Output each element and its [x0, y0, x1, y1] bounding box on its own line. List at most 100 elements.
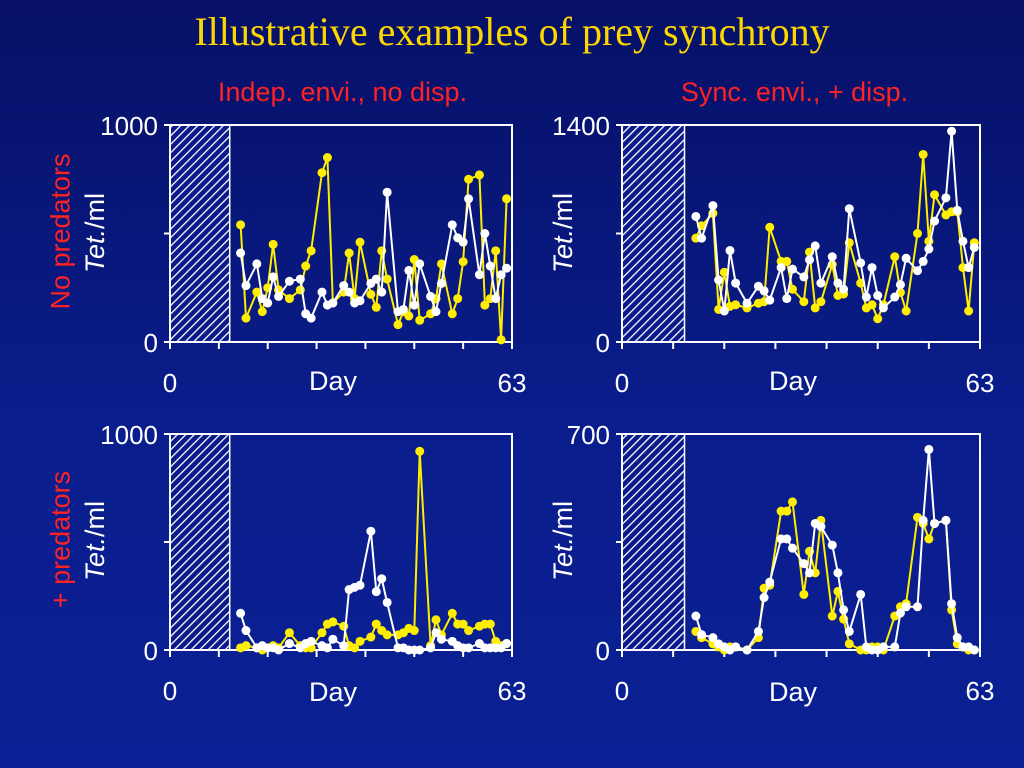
panel1-series-2-point — [317, 287, 327, 297]
panel2-series-2-point — [776, 263, 786, 273]
panel2-series-1-point — [799, 297, 809, 307]
panel1-series-1-point — [241, 313, 251, 323]
panel1-series-1-point — [415, 315, 425, 325]
panel1-series-1-point — [491, 246, 501, 256]
panel3-series-1-point — [328, 617, 338, 627]
panel2-series-2-point — [856, 258, 866, 268]
panel2-series-2-point — [725, 246, 735, 256]
panel3-shaded-region — [169, 433, 231, 651]
panel2-series-2-point — [839, 284, 849, 294]
panel4-series-2-point — [708, 633, 718, 643]
panel2-series-1-point — [890, 252, 900, 262]
panel1-series-1-point — [284, 294, 294, 304]
panel1-series-2-point — [431, 307, 441, 317]
panel2-series-1-point — [810, 303, 820, 313]
panel1-series-1-point — [322, 153, 332, 163]
panel4-series-2-point — [924, 444, 934, 454]
panel3-series-2-point — [426, 643, 436, 653]
panel2-series-2-point — [816, 278, 826, 288]
panel4-series-1-point — [924, 534, 934, 544]
panel2-series-1-point — [867, 300, 877, 310]
panel2-x-tick-label-max: 63 — [966, 368, 995, 398]
panel4-series-1-point — [827, 611, 837, 621]
panel4-series-2-point — [918, 515, 928, 525]
panel2-series-2-point — [742, 298, 752, 308]
panel4-series-2-point — [805, 568, 815, 578]
panel1-series-2-point — [496, 270, 506, 280]
panel3-x-axis-label: Day — [309, 677, 358, 707]
panel4-series-2-point — [759, 593, 769, 603]
panel1-series-2-point — [377, 287, 387, 297]
panel2-series-2-point — [930, 216, 940, 226]
panel4-series-2-point — [742, 645, 752, 655]
panel3-series-1-point — [409, 626, 419, 636]
panel1-series-2-point — [491, 294, 501, 304]
panel2-series-2-point — [964, 263, 974, 273]
panel1-x-tick-label-min: 0 — [163, 368, 177, 398]
panel1-series-1-point — [268, 239, 278, 249]
panel1-series-1-point — [382, 274, 392, 284]
column-title-right: Sync. envi., + disp. — [680, 77, 909, 107]
panel4-series-2-point — [878, 642, 888, 652]
panel1-series-2-point — [295, 274, 305, 284]
panel4-series-1-point — [844, 639, 854, 649]
panel4-series-2-point — [753, 626, 763, 636]
panel1-series-2-point — [458, 237, 468, 247]
panel1-series-1-point — [464, 174, 474, 184]
panel1-series-2-line — [239, 192, 508, 320]
panel3-series-1-point — [464, 626, 474, 636]
panel2-x-axis-label: Day — [769, 366, 818, 396]
panel2-series-2-point — [805, 255, 815, 265]
panel2-series-2-point — [918, 256, 928, 266]
panel4-series-2-point — [890, 642, 900, 652]
panel2-series-2-point — [765, 295, 775, 305]
panel2-series-1-point — [731, 300, 741, 310]
panel1-series-2-point — [236, 248, 246, 258]
panel3-series-1-point — [350, 643, 360, 653]
panel2-series-1-point — [719, 267, 729, 277]
panel2-series-2-point — [873, 291, 883, 300]
panel1-series-2-point — [474, 270, 484, 280]
panel3-series-1-point — [458, 619, 468, 629]
panel1-series-1-point — [447, 309, 457, 319]
panel1-series-2-point — [398, 304, 408, 314]
panel1-series-2-point — [263, 298, 273, 308]
panel2-shaded-region — [621, 124, 686, 343]
panel2-series-2-point — [827, 252, 837, 262]
panel2-series-1-point — [930, 190, 940, 200]
panel1-x-axis-label: Day — [309, 366, 358, 396]
panel4-series-2-line — [694, 449, 975, 652]
panel3-series-2-point — [284, 639, 294, 649]
panel2-series-2-point — [714, 275, 724, 285]
panel4-series-2-point — [969, 645, 979, 655]
panel4-series-2-point — [839, 605, 849, 615]
panel2-series-2-point — [691, 211, 701, 221]
panel3-series-1-point — [355, 636, 365, 646]
slide-title: Illustrative examples of prey synchrony — [194, 9, 830, 54]
panel2-series-2-point — [878, 303, 888, 313]
panel4-series-2-point — [895, 608, 905, 618]
panel1-series-2-point — [409, 300, 419, 310]
panel4-series-1-point — [782, 506, 792, 516]
panel2-x-tick-label-min: 0 — [615, 368, 629, 398]
panel3-series-2-point — [274, 645, 284, 655]
panel1-series-2-point — [344, 287, 354, 297]
panel1-series-1-point — [366, 289, 376, 299]
panel2-series-1-point — [918, 149, 928, 159]
panel1-series-2-point — [415, 259, 425, 269]
panel3-series-2-point — [306, 636, 316, 646]
panel2-series-2-point — [759, 286, 769, 296]
panel1-series-2-point — [480, 229, 490, 238]
panel1-series-1-point — [344, 248, 354, 258]
panel3-series-2-point — [431, 628, 441, 638]
panel1-series-1-point — [306, 246, 316, 256]
panel2-series-2-point — [799, 272, 809, 282]
panel3-series-2-point — [241, 626, 251, 636]
panel1-series-2-point — [306, 313, 316, 323]
panel1-series-2-point — [284, 276, 294, 286]
column-title-left: Indep. envi., no disp. — [217, 77, 468, 107]
panel4-series-2-point — [947, 599, 957, 609]
panel2-series-1-point — [901, 306, 911, 316]
panel2-series-2-point — [912, 266, 922, 276]
panel2-series-1-point — [873, 314, 883, 324]
